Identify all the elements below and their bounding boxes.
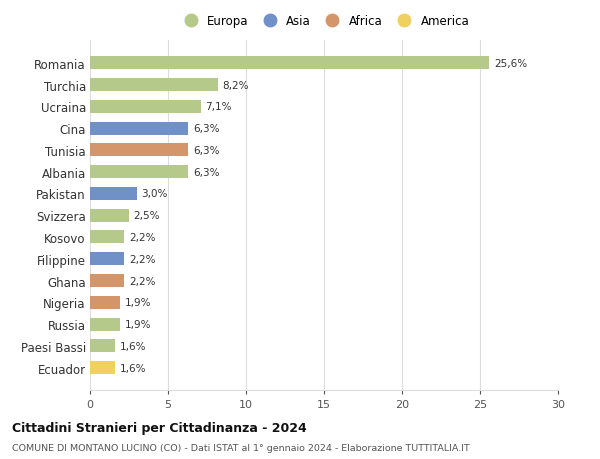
Bar [90, 231, 124, 244]
Text: 1,9%: 1,9% [124, 319, 151, 329]
Bar [90, 79, 218, 92]
Text: 6,3%: 6,3% [193, 124, 220, 134]
Text: 7,1%: 7,1% [205, 102, 232, 112]
Bar [90, 252, 124, 266]
Bar [90, 209, 129, 222]
Bar [90, 57, 490, 70]
Bar [90, 296, 119, 309]
Bar [90, 361, 115, 374]
Bar [90, 166, 188, 179]
Bar [90, 144, 188, 157]
Text: 2,2%: 2,2% [129, 254, 155, 264]
Text: 1,6%: 1,6% [119, 363, 146, 373]
Bar [90, 274, 124, 287]
Text: COMUNE DI MONTANO LUCINO (CO) - Dati ISTAT al 1° gennaio 2024 - Elaborazione TUT: COMUNE DI MONTANO LUCINO (CO) - Dati IST… [12, 443, 470, 452]
Legend: Europa, Asia, Africa, America: Europa, Asia, Africa, America [176, 12, 472, 30]
Text: 2,2%: 2,2% [129, 276, 155, 286]
Bar [90, 101, 201, 114]
Bar [90, 123, 188, 135]
Text: 6,3%: 6,3% [193, 167, 220, 177]
Text: 25,6%: 25,6% [494, 59, 527, 69]
Text: 1,6%: 1,6% [119, 341, 146, 351]
Text: 3,0%: 3,0% [142, 189, 168, 199]
Bar [90, 340, 115, 353]
Text: 1,9%: 1,9% [124, 297, 151, 308]
Text: 8,2%: 8,2% [223, 80, 249, 90]
Bar [90, 187, 137, 201]
Text: 2,5%: 2,5% [134, 211, 160, 221]
Bar [90, 318, 119, 331]
Text: Cittadini Stranieri per Cittadinanza - 2024: Cittadini Stranieri per Cittadinanza - 2… [12, 421, 307, 434]
Text: 2,2%: 2,2% [129, 232, 155, 242]
Text: 6,3%: 6,3% [193, 146, 220, 156]
